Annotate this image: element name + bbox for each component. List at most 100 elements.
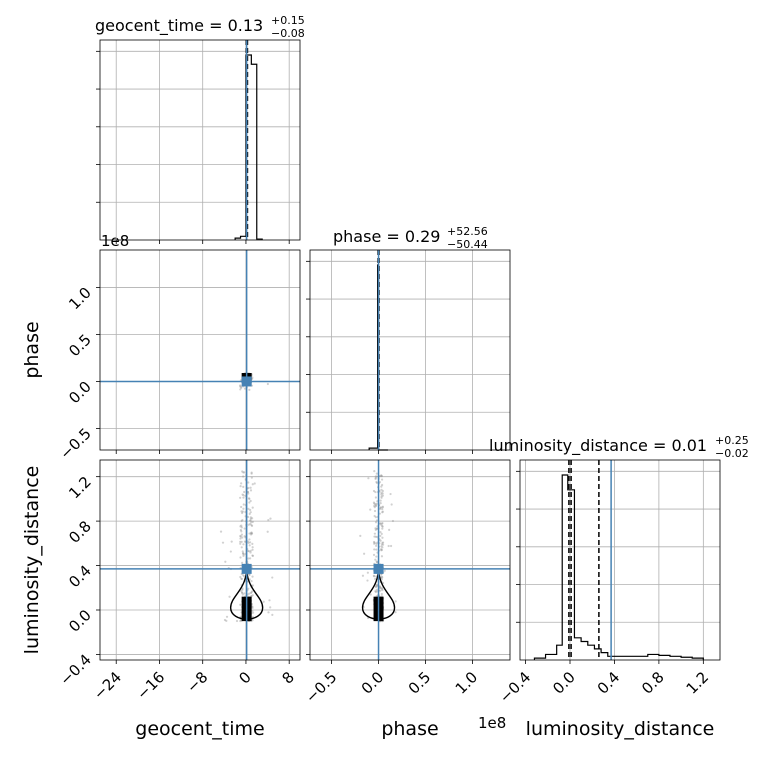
sample-point bbox=[374, 504, 377, 507]
sample-point bbox=[374, 585, 378, 588]
sample-point bbox=[381, 508, 384, 511]
tick-label-x-geocent_time-1: −16 bbox=[133, 668, 168, 703]
sample-point bbox=[239, 603, 242, 606]
sample-point bbox=[251, 615, 254, 618]
sample-point bbox=[251, 609, 254, 612]
sample-point bbox=[369, 593, 372, 596]
sample-point bbox=[239, 540, 242, 543]
sample-point bbox=[242, 496, 245, 499]
sample-point bbox=[389, 544, 393, 548]
truth-marker-2-0 bbox=[241, 563, 252, 574]
sample-point bbox=[248, 512, 251, 515]
sample-point bbox=[250, 471, 253, 474]
sample-point bbox=[251, 590, 254, 593]
sample-point bbox=[374, 490, 377, 494]
sample-point bbox=[374, 577, 377, 581]
sample-point bbox=[383, 569, 386, 572]
sample-point bbox=[251, 611, 255, 614]
sample-point bbox=[250, 591, 253, 594]
sample-point bbox=[381, 546, 384, 549]
sample-point bbox=[375, 475, 378, 478]
panel-frame-2-0 bbox=[99, 459, 301, 661]
sample-point bbox=[366, 579, 369, 582]
sample-point bbox=[251, 606, 254, 610]
sample-point bbox=[381, 483, 384, 487]
sample-point bbox=[249, 489, 253, 492]
sample-point bbox=[379, 506, 383, 509]
sample-point bbox=[266, 382, 269, 386]
tick-label-x-luminosity_distance-1: 0.0 bbox=[549, 668, 579, 698]
sample-point bbox=[247, 549, 250, 553]
sample-point bbox=[381, 506, 384, 509]
title-geocent-time: geocent_time = 0.13 bbox=[95, 16, 263, 36]
sample-point bbox=[359, 534, 362, 537]
sample-point bbox=[361, 574, 365, 577]
sample-point bbox=[373, 502, 376, 505]
sample-point bbox=[248, 592, 251, 595]
tick-label-x-phase-3: 1.0 bbox=[452, 668, 482, 698]
sample-point bbox=[381, 511, 384, 514]
sample-point bbox=[366, 571, 369, 574]
sample-point bbox=[375, 542, 378, 545]
sample-point bbox=[247, 587, 250, 590]
sample-point bbox=[240, 533, 243, 536]
tick-label-x-geocent_time-0: −24 bbox=[90, 668, 125, 703]
sample-point bbox=[380, 543, 384, 546]
sample-point bbox=[380, 474, 383, 477]
sample-point bbox=[251, 542, 254, 545]
sample-point bbox=[271, 576, 274, 579]
sample-point bbox=[251, 520, 254, 523]
sample-point bbox=[239, 618, 242, 622]
sample-point bbox=[375, 588, 378, 591]
sample-point bbox=[242, 553, 246, 556]
sample-point bbox=[249, 516, 252, 519]
sample-point bbox=[379, 539, 382, 542]
sample-point bbox=[374, 477, 377, 481]
sample-point bbox=[380, 496, 383, 499]
sample-point bbox=[248, 497, 251, 500]
sample-point bbox=[372, 553, 376, 556]
sample-point bbox=[251, 506, 254, 509]
sample-point bbox=[230, 540, 233, 543]
tick-label-x-luminosity_distance-2: 0.4 bbox=[594, 668, 624, 698]
sample-point bbox=[241, 550, 244, 553]
xlabel-phase: phase bbox=[381, 718, 438, 740]
sample-point bbox=[380, 491, 383, 494]
sample-point bbox=[380, 578, 383, 581]
sample-point bbox=[249, 551, 252, 554]
sample-point bbox=[372, 574, 375, 577]
sample-point bbox=[373, 509, 377, 513]
sample-point bbox=[239, 528, 242, 532]
histogram-luminosity_distance bbox=[533, 474, 704, 660]
sample-point bbox=[251, 554, 255, 557]
sample-point bbox=[381, 576, 384, 579]
sample-point bbox=[250, 531, 253, 534]
sample-point bbox=[219, 530, 223, 533]
sample-point bbox=[239, 615, 242, 618]
sample-point bbox=[375, 548, 378, 551]
sample-point bbox=[242, 574, 245, 577]
sample-point bbox=[373, 535, 376, 538]
sample-point bbox=[247, 497, 251, 500]
sample-point bbox=[380, 545, 383, 548]
sample-point bbox=[239, 385, 242, 388]
sample-point bbox=[240, 591, 244, 594]
sample-point bbox=[242, 554, 245, 557]
sample-point bbox=[375, 584, 379, 587]
sample-point bbox=[380, 555, 384, 558]
sample-point bbox=[374, 528, 377, 532]
tick-label-x-geocent_time-2: −8 bbox=[183, 668, 211, 696]
sample-point bbox=[241, 552, 245, 555]
histogram-geocent_time bbox=[234, 54, 263, 240]
offset-label-phase-y: 1e8 bbox=[101, 232, 129, 250]
tick-label-y-luminosity_distance-0: −0.4 bbox=[56, 651, 94, 689]
sample-point bbox=[240, 505, 243, 509]
sample-point bbox=[240, 511, 244, 515]
sample-point bbox=[374, 475, 377, 478]
sample-point bbox=[379, 522, 382, 525]
sample-point bbox=[380, 576, 383, 579]
sample-point bbox=[379, 589, 382, 592]
sample-point bbox=[380, 548, 384, 551]
sample-point bbox=[376, 560, 379, 564]
sample-point bbox=[380, 478, 384, 481]
